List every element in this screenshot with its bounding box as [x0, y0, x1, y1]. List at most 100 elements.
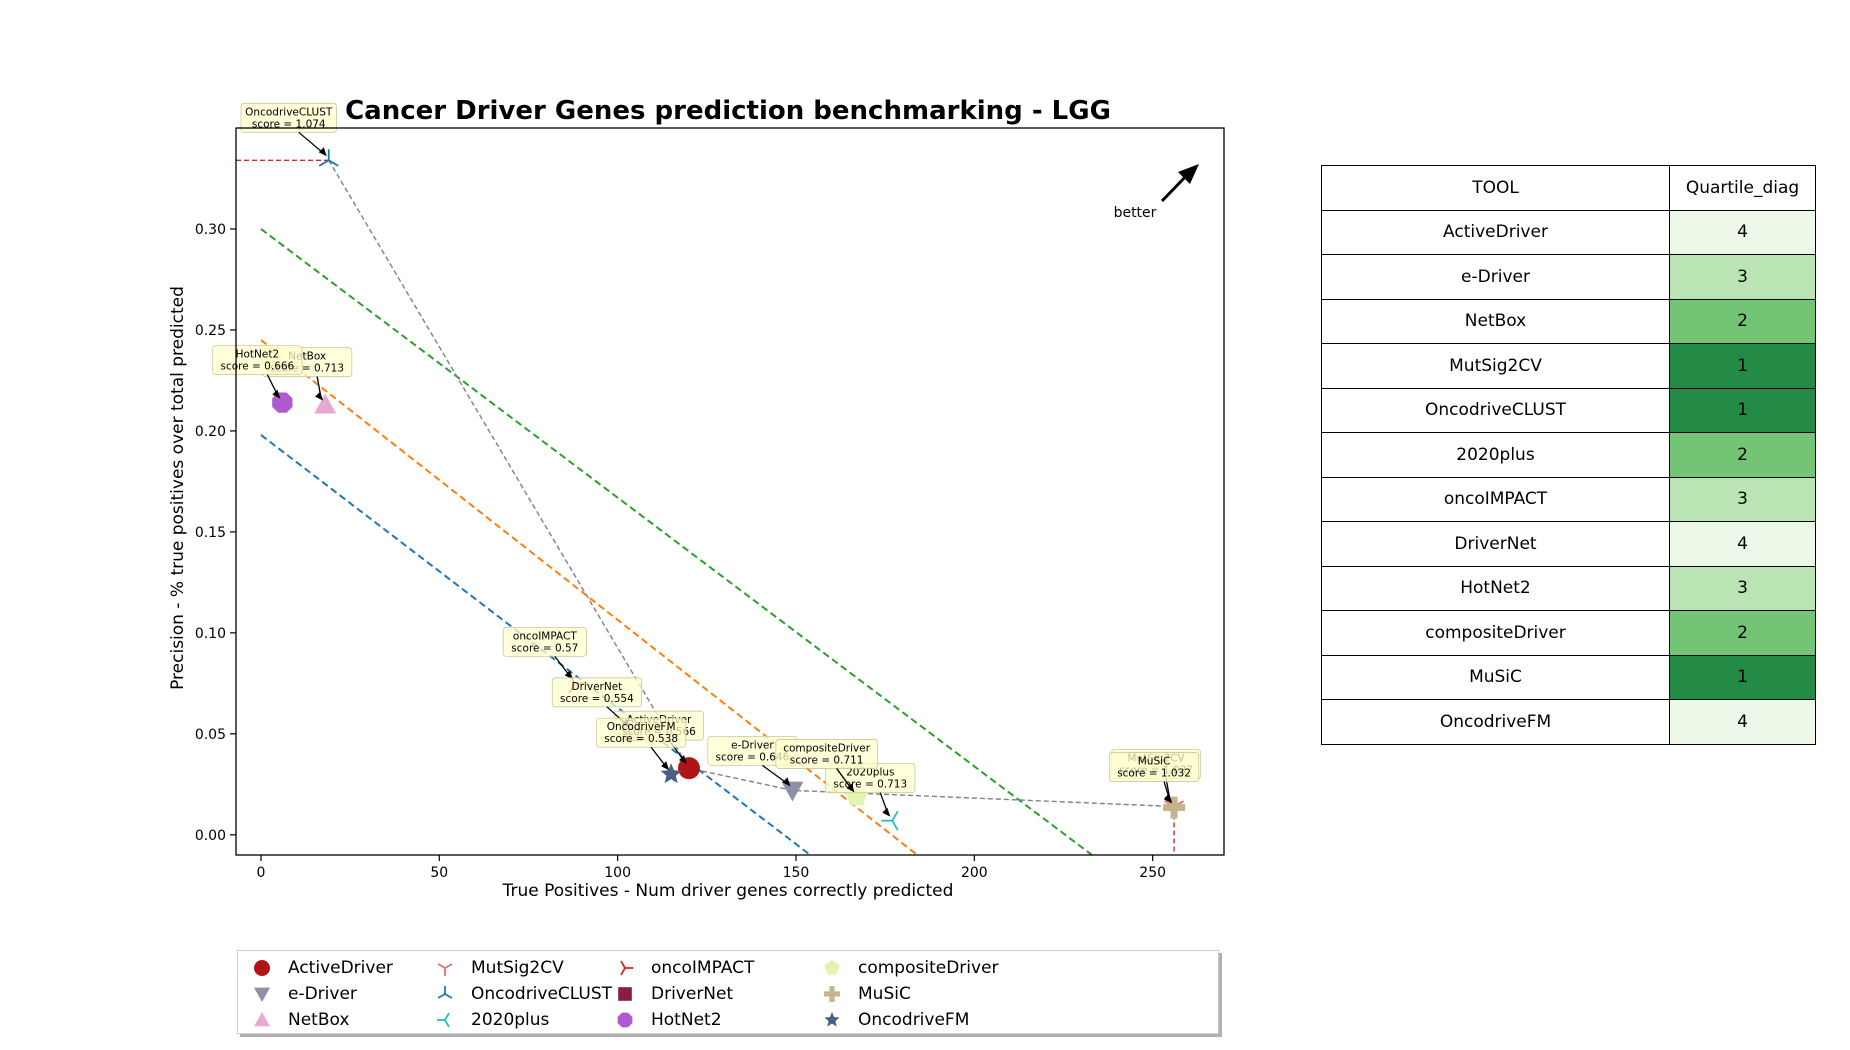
- quartile-cell: 3: [1669, 565, 1816, 611]
- tool-cell: MuSiC: [1321, 654, 1670, 700]
- quartile-cell: 2: [1669, 298, 1816, 344]
- legend-marker-shape: [824, 1012, 840, 1027]
- legend-item: compositeDriver: [808, 955, 999, 981]
- y-tick-label: 0.05: [195, 727, 226, 743]
- annotation-text: score = 0.646: [716, 751, 790, 763]
- legend-item: e-Driver: [238, 981, 357, 1007]
- quartile-cell: 1: [1669, 343, 1816, 389]
- legend-marker-icon: [824, 986, 840, 1002]
- legend-label: 2020plus: [471, 1010, 550, 1030]
- legend-item: oncoIMPACT: [601, 955, 754, 981]
- legend-item: OncodriveFM: [808, 1007, 969, 1033]
- legend-item: MutSig2CV: [421, 955, 564, 981]
- better-arrowhead-icon: [1178, 164, 1199, 184]
- annotation-text: OncodriveCLUST: [245, 106, 333, 118]
- legend-marker-shape: [254, 987, 270, 1002]
- legend-item: HotNet2: [601, 1007, 722, 1033]
- data-point: [272, 392, 293, 413]
- tool-cell: NetBox: [1321, 298, 1670, 344]
- legend-marker-icon: [824, 960, 840, 975]
- quartile-cell: 2: [1669, 432, 1816, 478]
- tool-cell: OncodriveCLUST: [1321, 387, 1670, 433]
- legend-marker-icon: [254, 987, 270, 1002]
- y-tick-label: 0.25: [195, 323, 226, 339]
- quartile-cell: 3: [1669, 476, 1816, 522]
- table-row: OncodriveCLUST 1: [1321, 387, 1816, 433]
- legend-marker-shape: [620, 960, 633, 976]
- quartile-table: TOOL Quartile_diag ActiveDriver 4 e-Driver…: [1321, 165, 1816, 745]
- annotation-text: compositeDriver: [783, 742, 870, 754]
- annotation-text: score = 0.538: [604, 733, 678, 745]
- legend-marker-shape: [254, 1012, 270, 1027]
- table-row: OncodriveFM 4: [1321, 699, 1816, 745]
- quartile-cell: 2: [1669, 610, 1816, 656]
- quartile-cell: 4: [1669, 209, 1816, 255]
- legend-marker-icon: [618, 987, 632, 1001]
- table-row: ActiveDriver 4: [1321, 209, 1816, 255]
- legend-marker-icon: [437, 986, 453, 999]
- data-point: [314, 393, 337, 414]
- quartile-cell: 4: [1669, 699, 1816, 745]
- x-axis-label: True Positives - Num driver genes correc…: [502, 881, 954, 901]
- legend-marker-icon: [437, 963, 453, 976]
- legend-marker-shape: [824, 986, 840, 1002]
- annotation-text: score = 0.711: [790, 754, 864, 766]
- tool-cell: ActiveDriver: [1321, 209, 1670, 255]
- tool-cell: MutSig2CV: [1321, 343, 1670, 389]
- table-row: compositeDriver 2: [1321, 610, 1816, 656]
- table-row: 2020plus 2: [1321, 432, 1816, 478]
- legend-label: OncodriveCLUST: [471, 984, 613, 1004]
- y-axis-label: Precision - % true positives over total …: [168, 286, 188, 690]
- x-tick-label: 100: [604, 865, 631, 881]
- x-tick-label: 0: [257, 865, 266, 881]
- data-point: [677, 757, 700, 780]
- legend-marker-icon: [254, 1012, 270, 1027]
- data-point: [660, 763, 682, 784]
- tool-cell: HotNet2: [1321, 565, 1670, 611]
- annotation-text: score = 0.666: [220, 361, 294, 373]
- data-point: [1163, 796, 1186, 819]
- tool-cell: e-Driver: [1321, 254, 1670, 300]
- better-label: better: [1114, 205, 1157, 221]
- tool-cell: OncodriveFM: [1321, 699, 1670, 745]
- annotation-text: score = 0.554: [560, 693, 634, 705]
- legend-item: ActiveDriver: [238, 955, 393, 981]
- legend-marker-icon: [620, 960, 633, 976]
- legend-label: NetBox: [288, 1010, 350, 1030]
- legend-marker-icon: [437, 1012, 450, 1028]
- data-point: [881, 810, 899, 831]
- quartile-line: [260, 228, 1093, 855]
- legend-marker-shape: [437, 1012, 450, 1028]
- table-row: MuSiC 1: [1321, 654, 1816, 700]
- annotation-text: MuSiC: [1138, 756, 1171, 768]
- y-tick-label: 0.10: [195, 626, 226, 642]
- legend-item: 2020plus: [421, 1007, 549, 1033]
- quartile-cell: 1: [1669, 387, 1816, 433]
- data-point: [318, 149, 339, 167]
- y-tick-label: 0.00: [195, 828, 226, 844]
- legend-marker-shape: [824, 960, 840, 975]
- legend-marker-shape: [254, 960, 270, 976]
- legend-item: NetBox: [238, 1007, 349, 1033]
- quartile-cell: 3: [1669, 254, 1816, 300]
- legend-label: e-Driver: [288, 984, 357, 1004]
- legend-marker-shape: [437, 963, 453, 976]
- tool-cell: oncoIMPACT: [1321, 476, 1670, 522]
- chart-axes-layer: 0 50 100 150 200 250 0.00 0.05 0.10 0.15 0.20 0.25 0…: [195, 127, 1225, 881]
- legend-label: OncodriveFM: [858, 1010, 970, 1030]
- legend-label: oncoIMPACT: [651, 958, 755, 978]
- legend-item: OncodriveCLUST: [421, 981, 612, 1007]
- legend-marker-shape: [617, 1012, 633, 1028]
- table-row: DriverNet 4: [1321, 521, 1816, 567]
- annotation-text: score = 1.032: [1117, 768, 1191, 780]
- table-row: oncoIMPACT 3: [1321, 476, 1816, 522]
- chart-lines-layer: [236, 159, 1175, 855]
- annotation-text: score = 0.713: [833, 779, 907, 791]
- annotation-text: 2020plus: [846, 767, 894, 779]
- data-point: [781, 781, 804, 802]
